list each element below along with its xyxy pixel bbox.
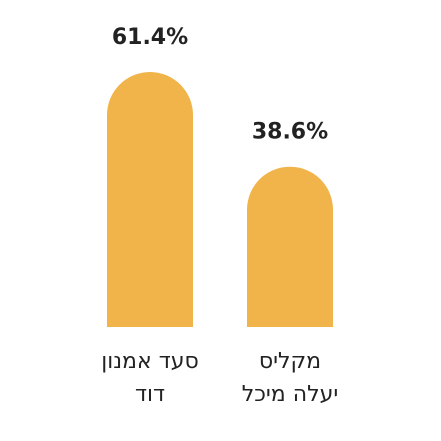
bar <box>247 166 333 327</box>
x-tick-label: מקליס <box>259 349 321 374</box>
x-tick-label: יעלה מיכל <box>242 382 339 407</box>
value-label: 61.4% <box>112 25 188 50</box>
x-tick-label: דוד <box>135 382 165 407</box>
bar <box>107 72 193 327</box>
value-label: 38.6% <box>252 120 328 145</box>
x-tick-label: סעד אמנון <box>101 349 199 374</box>
